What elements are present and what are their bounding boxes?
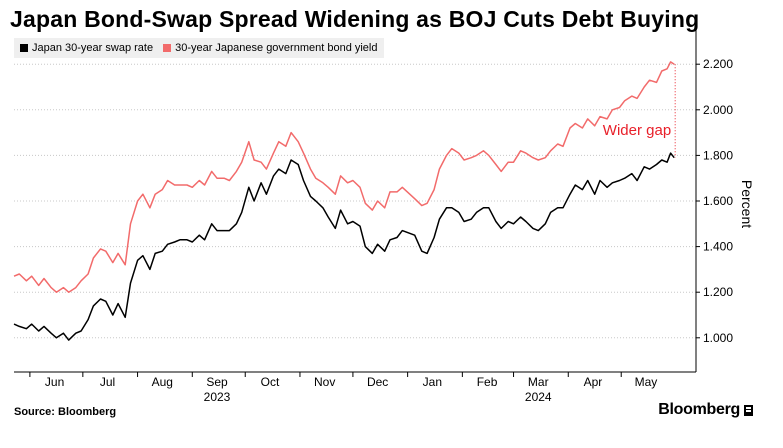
brand-name: Bloomberg: [658, 401, 740, 418]
legend-item-swap: Japan 30-year swap rate: [20, 42, 153, 54]
x-tick-label: Sep: [206, 375, 228, 389]
x-tick-label: Apr: [584, 375, 603, 389]
x-year-label: 2024: [525, 390, 552, 404]
y-tick-label: 2.200: [703, 57, 733, 71]
chart-title: Japan Bond-Swap Spread Widening as BOJ C…: [10, 6, 700, 32]
legend-label-jgb: 30-year Japanese government bond yield: [175, 42, 378, 54]
x-tick-label: Aug: [152, 375, 173, 389]
y-tick-label: 1.600: [703, 194, 733, 208]
source-note: Source: Bloomberg: [14, 406, 117, 418]
x-tick-label: Oct: [261, 375, 280, 389]
terminal-icon: [744, 404, 753, 416]
x-tick-label: Mar: [528, 375, 549, 389]
y-tick-label: 1.200: [703, 285, 733, 299]
x-tick-label: May: [635, 375, 658, 389]
annotations: Wider gap: [603, 64, 676, 158]
legend-swatch-jgb: [163, 44, 172, 52]
series-line-jgb: [13, 61, 675, 293]
x-tick-label: Dec: [367, 375, 388, 389]
grid-lines: [14, 63, 696, 339]
series-lines: [13, 61, 675, 341]
series-line-swap: [13, 152, 675, 341]
y-tick-label: 2.000: [703, 103, 733, 117]
x-tick-label: Feb: [477, 375, 498, 389]
y-tick-label: 1.400: [703, 240, 733, 254]
annotation-label: Wider gap: [603, 122, 671, 139]
y-axis-label: Percent: [739, 180, 755, 228]
axes: 1.000 1.200 1.400 1.600 1.800 2.000 2.200 Perce…: [14, 26, 755, 404]
x-tick-label: Jan: [423, 375, 442, 389]
brand-logo: Bloomberg: [658, 401, 753, 419]
legend-item-jgb: 30-year Japanese government bond yield: [163, 42, 378, 54]
x-tick-label: Jul: [100, 375, 115, 389]
legend-label-swap: Japan 30-year swap rate: [32, 42, 154, 54]
legend: Japan 30-year swap rate 30-year Japanese…: [14, 38, 384, 58]
y-tick-label: 1.800: [703, 148, 733, 162]
x-tick-label: Nov: [314, 375, 335, 389]
y-tick-label: 1.000: [703, 331, 733, 345]
legend-swatch-swap: [20, 44, 28, 52]
x-year-label: 2023: [204, 390, 231, 404]
x-tick-label: Jun: [45, 375, 64, 389]
